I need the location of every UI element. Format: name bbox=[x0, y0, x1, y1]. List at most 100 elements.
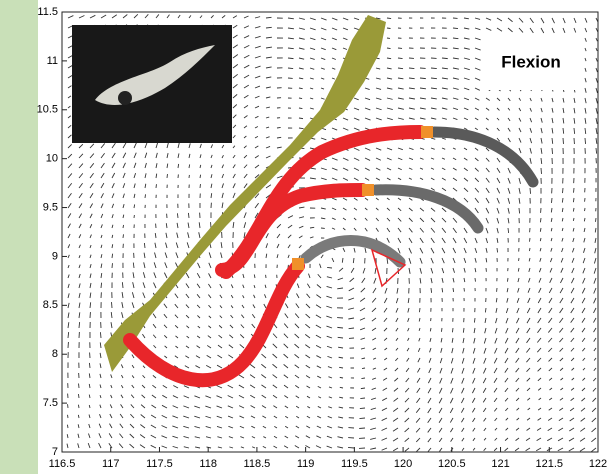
marker bbox=[421, 126, 433, 138]
vector bbox=[596, 148, 597, 154]
vector bbox=[441, 328, 442, 332]
vector bbox=[398, 58, 403, 59]
vector bbox=[584, 218, 585, 221]
vector bbox=[573, 208, 574, 212]
vector bbox=[122, 282, 123, 288]
y-tick-label: 8 bbox=[52, 348, 58, 360]
vector bbox=[387, 18, 391, 19]
x-tick-label: 117 bbox=[102, 458, 120, 470]
page: Flexion 116.5117117.5118118.5119119.5120… bbox=[0, 0, 607, 474]
vector bbox=[188, 213, 189, 218]
vector bbox=[453, 28, 458, 29]
vector bbox=[145, 194, 146, 198]
vector bbox=[340, 387, 343, 388]
x-tick-label: 121 bbox=[491, 458, 509, 470]
vector bbox=[361, 388, 365, 389]
vector bbox=[299, 128, 304, 129]
vector bbox=[519, 208, 520, 213]
y-tick-label: 10.5 bbox=[37, 104, 58, 116]
x-tick-label: 120 bbox=[394, 458, 412, 470]
y-tick-label: 10 bbox=[46, 153, 58, 165]
vector bbox=[299, 98, 302, 99]
vector bbox=[340, 377, 343, 378]
vector bbox=[101, 283, 102, 288]
y-tick-label: 11 bbox=[47, 55, 58, 67]
vector bbox=[562, 198, 563, 203]
vector bbox=[79, 322, 80, 328]
x-tick-label: 118.5 bbox=[244, 458, 271, 470]
figure: Flexion 116.5117117.5118118.5119119.5120… bbox=[0, 0, 607, 474]
y-tick-label: 8.5 bbox=[43, 299, 58, 311]
y-tick-label: 9.5 bbox=[43, 201, 58, 213]
vector bbox=[387, 28, 391, 29]
vector bbox=[431, 68, 437, 69]
vector bbox=[288, 58, 294, 59]
vector bbox=[327, 267, 332, 268]
larva-eye bbox=[118, 91, 132, 105]
vector bbox=[574, 128, 575, 134]
vector bbox=[562, 188, 563, 193]
vector bbox=[89, 363, 90, 368]
vector bbox=[419, 308, 420, 312]
x-tick-label: 120.5 bbox=[438, 458, 466, 470]
vector bbox=[540, 218, 541, 222]
vector bbox=[474, 318, 475, 323]
vector bbox=[361, 378, 365, 379]
vector bbox=[387, 48, 391, 49]
vector bbox=[299, 108, 302, 109]
x-tick-label: 119 bbox=[297, 458, 315, 470]
vector bbox=[529, 238, 530, 242]
y-tick-label: 9 bbox=[52, 250, 58, 262]
marker bbox=[362, 184, 374, 196]
vector bbox=[551, 198, 552, 203]
vector bbox=[100, 332, 101, 338]
vector bbox=[266, 17, 272, 18]
vector bbox=[288, 68, 293, 69]
x-tick-label: 122 bbox=[589, 458, 607, 470]
vector bbox=[144, 243, 145, 248]
vector bbox=[409, 68, 414, 69]
vector bbox=[178, 164, 179, 168]
vector bbox=[68, 332, 69, 338]
x-tick-label: 119.5 bbox=[341, 458, 368, 470]
x-tick-label: 116.5 bbox=[49, 458, 76, 470]
vector bbox=[360, 398, 365, 399]
vector bbox=[277, 127, 281, 128]
vector bbox=[78, 394, 79, 398]
y-tick-label: 7 bbox=[52, 446, 58, 458]
y-tick-label: 11.5 bbox=[37, 6, 58, 18]
vector bbox=[420, 78, 426, 79]
vector bbox=[507, 278, 508, 282]
vector bbox=[529, 248, 530, 251]
x-tick-label: 117.5 bbox=[146, 458, 173, 470]
stage-label: Flexion bbox=[501, 52, 561, 71]
vector bbox=[177, 213, 178, 218]
vector bbox=[359, 428, 365, 429]
vector bbox=[123, 225, 124, 228]
vector bbox=[452, 328, 453, 332]
vector bbox=[485, 308, 486, 312]
vector bbox=[134, 204, 135, 208]
x-tick-label: 118 bbox=[199, 458, 217, 470]
vector bbox=[359, 418, 365, 419]
vector bbox=[585, 138, 586, 144]
vector bbox=[497, 248, 498, 252]
vector bbox=[362, 368, 365, 369]
marker bbox=[292, 258, 304, 270]
vector bbox=[78, 405, 79, 408]
y-tick-label: 7.5 bbox=[43, 397, 58, 409]
vector bbox=[573, 198, 574, 202]
vector bbox=[442, 58, 448, 59]
x-tick-label: 121.5 bbox=[536, 458, 564, 470]
vector bbox=[200, 175, 201, 178]
vector bbox=[112, 254, 113, 258]
vector bbox=[348, 447, 354, 448]
vector bbox=[360, 408, 365, 409]
vector bbox=[78, 415, 79, 418]
vector bbox=[453, 288, 454, 292]
vector bbox=[595, 218, 596, 222]
vector bbox=[530, 188, 531, 194]
vector bbox=[508, 228, 509, 233]
vector bbox=[552, 148, 553, 154]
vector bbox=[541, 168, 542, 174]
